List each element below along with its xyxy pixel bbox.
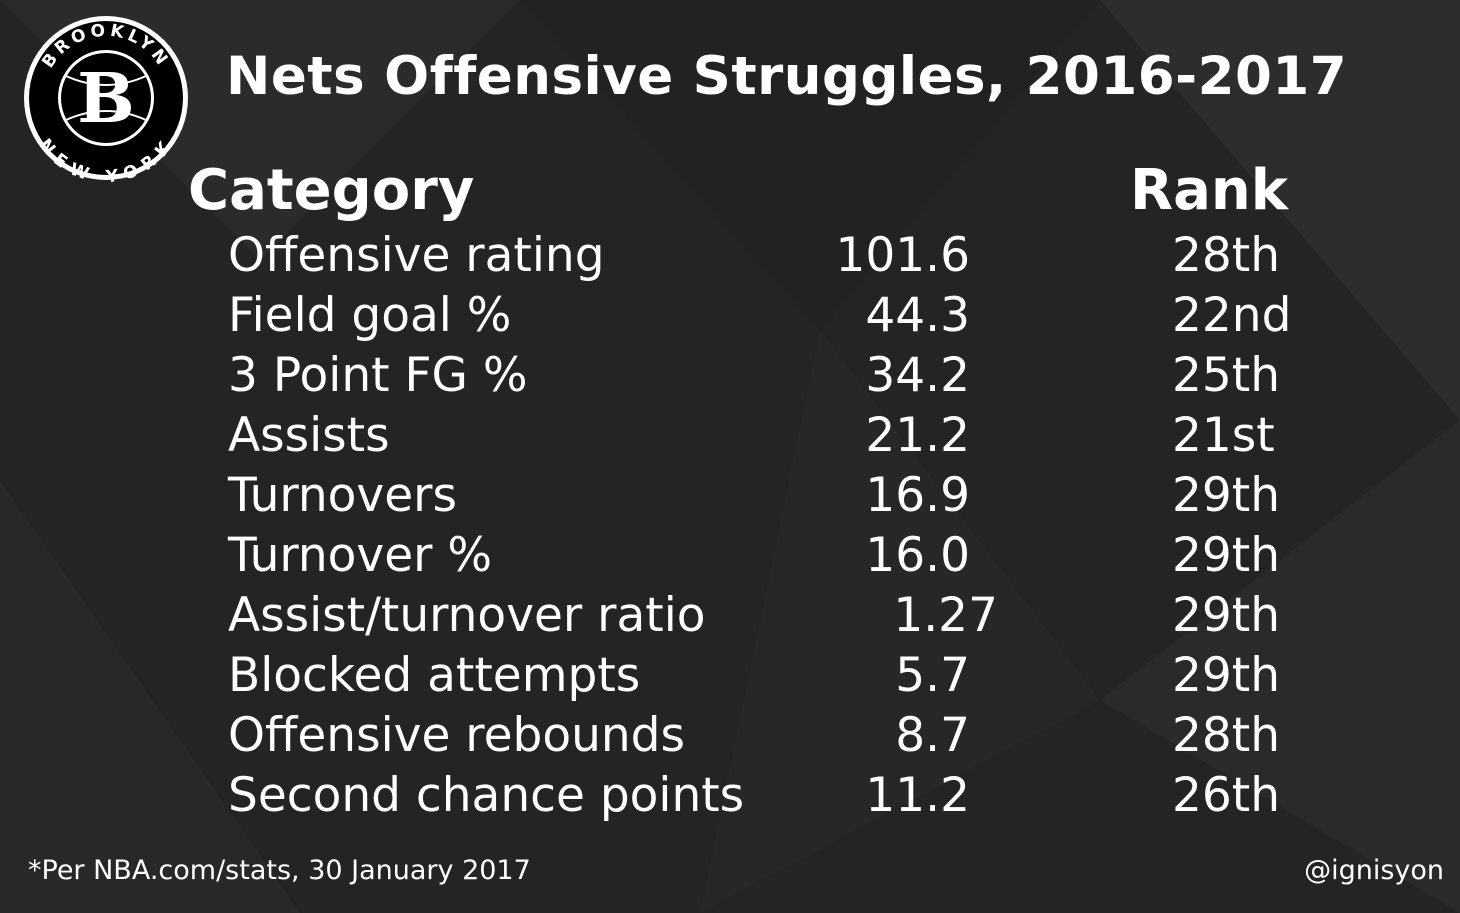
brooklyn-nets-logo: BROOKLYN NEW YORK B <box>24 16 188 182</box>
rank-value: 26th <box>1172 768 1281 823</box>
stat-value: 8.7 <box>895 708 970 763</box>
rank-header: Rank <box>1130 158 1289 223</box>
table-row: Offensive rating 101.6 28th <box>0 226 1460 286</box>
category-name: Offensive rating <box>228 228 605 283</box>
table-row: Second chance points 11.2 26th <box>0 766 1460 826</box>
stat-value: 11.2 <box>865 768 970 823</box>
category-header: Category <box>188 158 475 223</box>
rank-value: 28th <box>1172 708 1281 763</box>
category-name: Turnovers <box>228 468 457 523</box>
svg-text:B: B <box>77 59 134 139</box>
stat-value: 21.2 <box>865 408 970 463</box>
rank-value: 21st <box>1172 408 1275 463</box>
source-note: *Per NBA.com/stats, 30 January 2017 <box>28 855 531 886</box>
stat-value: 16.9 <box>865 468 970 523</box>
table-row: Field goal % 44.3 22nd <box>0 286 1460 346</box>
rank-value: 28th <box>1172 228 1281 283</box>
table-row: 3 Point FG % 34.2 25th <box>0 346 1460 406</box>
stat-value: 44.3 <box>865 288 970 343</box>
category-name: 3 Point FG % <box>228 348 528 403</box>
category-name: Turnover % <box>228 528 493 583</box>
table-row: Turnovers 16.9 29th <box>0 466 1460 526</box>
stat-value: 16.0 <box>865 528 970 583</box>
rank-value: 29th <box>1172 648 1281 703</box>
stat-value: 5.7 <box>895 648 970 703</box>
category-name: Field goal % <box>228 288 512 343</box>
stat-value: 101.6 <box>835 228 970 283</box>
rank-value: 29th <box>1172 588 1281 643</box>
rank-value: 29th <box>1172 468 1281 523</box>
table-row: Assists 21.2 21st <box>0 406 1460 466</box>
author-handle: @ignisyon <box>1304 855 1444 886</box>
rank-value: 22nd <box>1172 288 1292 343</box>
stat-value: 1.27 <box>893 588 998 643</box>
category-name: Assist/turnover ratio <box>228 588 706 643</box>
category-name: Assists <box>228 408 390 463</box>
category-name: Blocked attempts <box>228 648 641 703</box>
stat-value: 34.2 <box>865 348 970 403</box>
table-row: Assist/turnover ratio 1.27 29th <box>0 586 1460 646</box>
table-row: Turnover % 16.0 29th <box>0 526 1460 586</box>
category-name: Second chance points <box>228 768 745 823</box>
table-row: Offensive rebounds 8.7 28th <box>0 706 1460 766</box>
rank-value: 25th <box>1172 348 1281 403</box>
rank-value: 29th <box>1172 528 1281 583</box>
category-name: Offensive rebounds <box>228 708 685 763</box>
table-row: Blocked attempts 5.7 29th <box>0 646 1460 706</box>
page-title: Nets Offensive Struggles, 2016-2017 <box>226 46 1348 107</box>
